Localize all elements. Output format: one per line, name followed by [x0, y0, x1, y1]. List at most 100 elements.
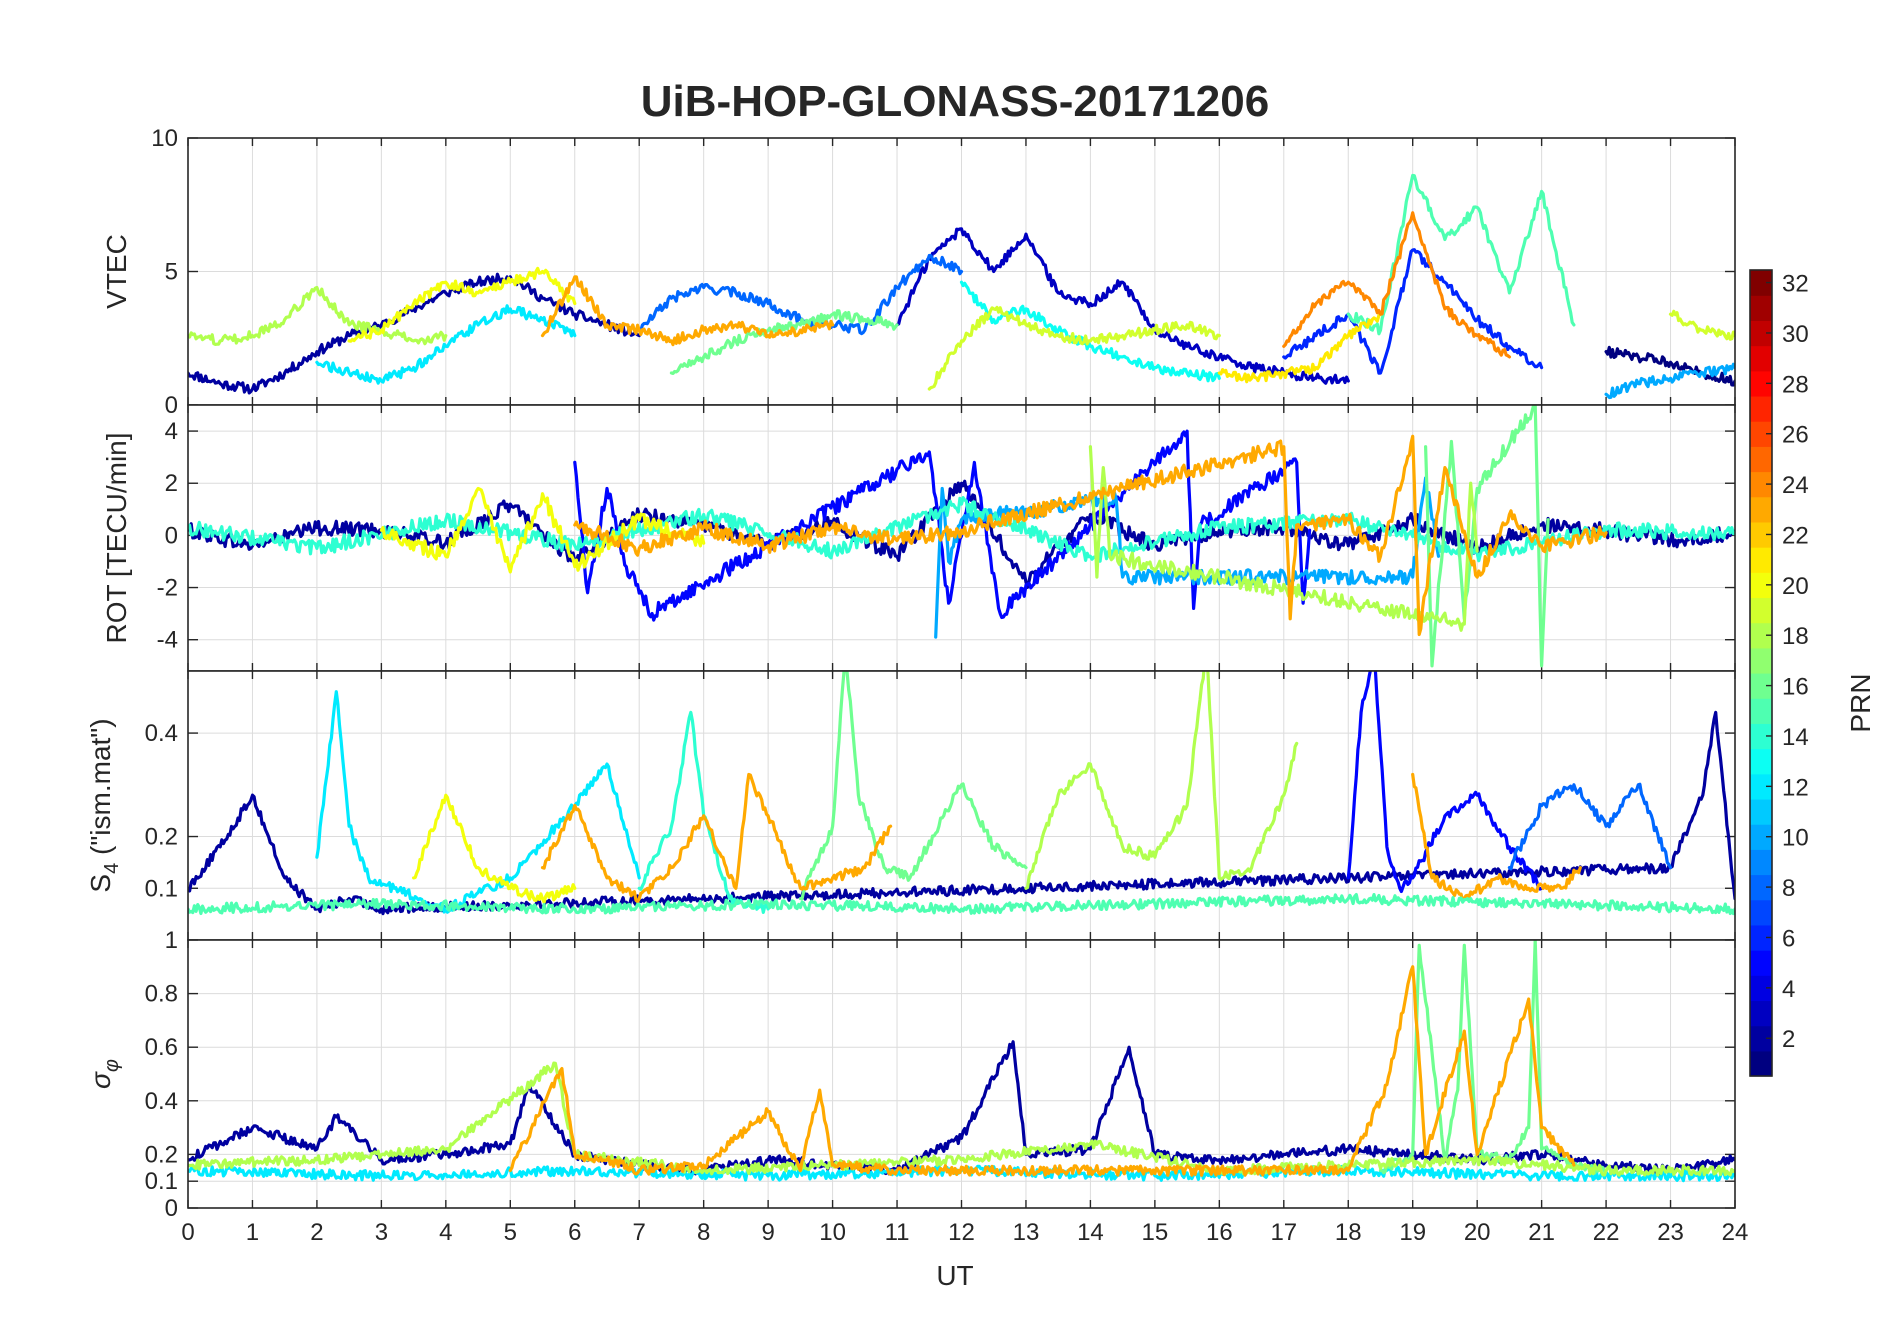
series-prn-19	[1668, 309, 1735, 341]
traces	[188, 405, 1735, 668]
x-tick-label: 9	[761, 1219, 774, 1246]
colorbar-swatch	[1750, 1050, 1772, 1077]
y-tick-label: 0.2	[145, 824, 178, 851]
series-prn-20	[347, 266, 577, 343]
series-prn-20	[379, 486, 706, 574]
series-prn-14	[188, 496, 1735, 563]
series-prn-16	[1424, 405, 1550, 668]
y-tick-label: 0.1	[145, 1168, 178, 1195]
x-tick-label: 19	[1399, 1219, 1426, 1246]
colorbar-swatch	[1750, 1000, 1772, 1027]
series-prn-23	[540, 275, 835, 347]
x-axis: 0 1 2 3 4 5 6 7 8 9 10 11 12 13 14 15 16 17 18 19 20 21 22 23 24	[181, 1219, 1748, 1246]
y-tick-label: 0.8	[145, 981, 178, 1008]
x-tick-label: 24	[1722, 1219, 1749, 1246]
y-tick-label: 0	[165, 522, 178, 549]
x-tick-label: 0	[181, 1219, 194, 1246]
x-tick-label: 8	[697, 1219, 710, 1246]
colorbar-tick-label: 12	[1782, 774, 1809, 801]
series-prn-19	[927, 305, 1221, 391]
colorbar-swatch	[1750, 874, 1772, 901]
series-prn-18	[188, 1061, 1735, 1177]
colorbar-swatch	[1750, 950, 1772, 976]
colorbar-swatch	[1750, 798, 1772, 825]
colorbar-swatch	[1750, 597, 1772, 624]
colorbar-swatch	[1750, 572, 1772, 599]
series-prn-24	[1282, 211, 1511, 359]
x-tick-label: 2	[310, 1219, 323, 1246]
x-tick-label: 20	[1464, 1219, 1491, 1246]
series-prn-18	[188, 285, 448, 346]
x-tick-label: 23	[1657, 1219, 1684, 1246]
colorbar-swatch	[1750, 748, 1772, 775]
colorbar-tick-label: 28	[1782, 371, 1809, 398]
y-tick-label: 0.4	[145, 720, 178, 747]
traces	[188, 940, 1735, 1183]
colorbar-swatch	[1750, 647, 1772, 674]
colorbar-tick-label: 30	[1782, 321, 1809, 348]
x-tick-label: 6	[568, 1219, 581, 1246]
y-tick-label: 5	[165, 259, 178, 286]
series-prn-16	[798, 671, 1028, 901]
y-tick-label: 0.4	[145, 1088, 178, 1115]
x-tick-label: 3	[375, 1219, 388, 1246]
traces	[188, 173, 1735, 400]
x-tick-label: 22	[1593, 1219, 1620, 1246]
x-tick-label: 5	[504, 1219, 517, 1246]
colorbar-swatch	[1750, 899, 1772, 926]
colorbar-tick-label: 26	[1782, 422, 1809, 449]
y-tick-label: 0	[165, 1195, 178, 1222]
colorbar-swatch	[1750, 773, 1772, 800]
x-tick-label: 15	[1142, 1219, 1169, 1246]
colorbar-tick-label: 6	[1782, 925, 1795, 952]
panel-vtec: 0 5 10 VTEC	[101, 125, 1736, 419]
colorbar-swatch	[1750, 370, 1772, 397]
y-tick-label: 10	[151, 125, 178, 152]
panel-frame	[187, 939, 1736, 1209]
series-prn-18	[1024, 671, 1299, 890]
x-tick-label: 12	[948, 1219, 975, 1246]
colorbar-swatch	[1750, 698, 1772, 724]
series-prn-3	[895, 227, 1350, 385]
colorbar-swatch	[1750, 446, 1772, 473]
series-prn-16	[1378, 940, 1608, 1175]
colorbar-swatch	[1750, 1025, 1772, 1052]
colorbar-swatch	[1750, 547, 1772, 573]
x-tick-label: 11	[885, 1219, 910, 1246]
y-tick-label: 0.1	[145, 875, 178, 902]
x-tick-label: 21	[1528, 1219, 1555, 1246]
series-prn-5	[1346, 671, 1544, 894]
y-tick-label: 0.2	[145, 1141, 178, 1168]
colorbar-tick-label: 16	[1782, 674, 1809, 701]
series-prn-20	[412, 793, 577, 904]
series-prn-15	[1346, 173, 1576, 336]
y-tick-label: 0	[165, 392, 178, 419]
series-prn-10	[1604, 362, 1735, 400]
series-prn-12	[315, 690, 641, 914]
series-prn-21	[1217, 312, 1383, 384]
colorbar-swatch	[1750, 975, 1772, 1002]
series-prn-23	[1411, 772, 1582, 903]
y-tick-label: 0.6	[145, 1034, 178, 1061]
series-prn-23	[508, 965, 1576, 1177]
colorbar-tick-label: 10	[1782, 825, 1809, 852]
colorbar-frame	[1749, 269, 1773, 1077]
colorbar-swatch	[1750, 622, 1772, 649]
colorbar-swatch	[1750, 849, 1772, 876]
series-prn-23	[573, 434, 1608, 637]
colorbar-tick-label: 22	[1782, 522, 1809, 549]
y-tick-label: 4	[165, 418, 178, 445]
y-axis-label: S4 ("ism.mat")	[85, 718, 123, 892]
panel-rot: -4 -2 0 2 4 ROT [TECU/min]	[101, 404, 1736, 672]
colorbar-swatch	[1750, 395, 1772, 422]
x-tick-label: 17	[1270, 1219, 1297, 1246]
colorbar-swatch	[1750, 824, 1772, 850]
y-axis-label: VTEC	[101, 234, 132, 309]
x-tick-label: 1	[246, 1219, 259, 1246]
colorbar-tick-label: 4	[1782, 976, 1795, 1003]
y-tick-label: 1	[165, 927, 178, 954]
colorbar-swatch	[1750, 673, 1772, 699]
colorbar-tick-label: 32	[1782, 271, 1809, 298]
series-prn-12	[315, 304, 577, 385]
